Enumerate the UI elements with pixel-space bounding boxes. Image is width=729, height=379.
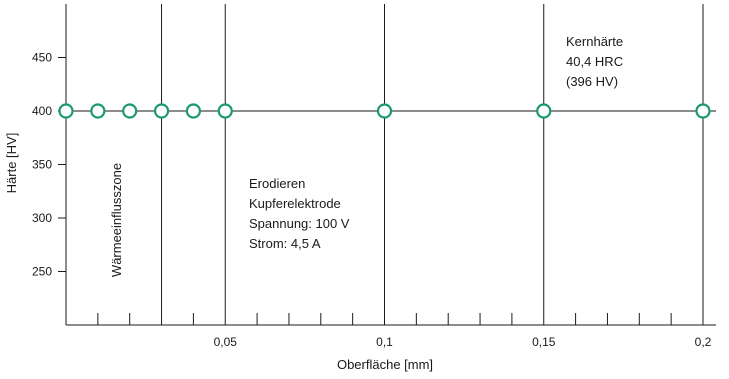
x-tick-label: 0,1 [376, 335, 393, 349]
annotation-process-line: Erodieren [249, 176, 305, 191]
annotation-process-line: Strom: 4,5 A [249, 236, 321, 251]
y-axis-title: Härte [HV] [4, 133, 19, 194]
data-point [58, 103, 74, 119]
y-tick-label: 250 [32, 265, 52, 279]
data-point [185, 103, 201, 119]
data-point [536, 103, 552, 119]
annotation-core-line: 40,4 HRC [566, 54, 623, 69]
x-tick-label: 0,2 [695, 335, 712, 349]
data-point [217, 103, 233, 119]
data-points [58, 103, 711, 119]
x-axis-title: Oberfläche [mm] [337, 357, 433, 372]
vertical-gridlines [161, 4, 704, 325]
axes [65, 4, 716, 326]
annotation-process-line: Kupferelektrode [249, 196, 341, 211]
annotation-process-line: Spannung: 100 V [249, 216, 350, 231]
annotation-core-line: Kernhärte [566, 34, 623, 49]
y-tick-label: 400 [32, 104, 52, 118]
y-tick-label: 350 [32, 158, 52, 172]
x-tick-label: 0,05 [214, 335, 238, 349]
annotation-core-line: (396 HV) [566, 74, 618, 89]
x-tick-label: 0,15 [532, 335, 556, 349]
y-tick-label: 450 [32, 51, 52, 65]
data-point [153, 103, 170, 119]
annotation-process: Erodieren Kupferelektrode Spannung: 100 … [249, 176, 350, 251]
y-axis-ticks: 250 300 350 400 450 [32, 51, 66, 279]
data-point [376, 103, 393, 119]
x-axis-ticks: 0,05 0,1 0,15 0,2 [97, 313, 712, 349]
data-point [90, 103, 106, 119]
data-point [695, 103, 711, 119]
annotation-heat-affected-zone: Wärmeeinflusszone [109, 163, 124, 277]
annotation-core-hardness: Kernhärte 40,4 HRC (396 HV) [566, 34, 623, 89]
data-point [122, 103, 138, 119]
y-tick-label: 300 [32, 211, 52, 225]
